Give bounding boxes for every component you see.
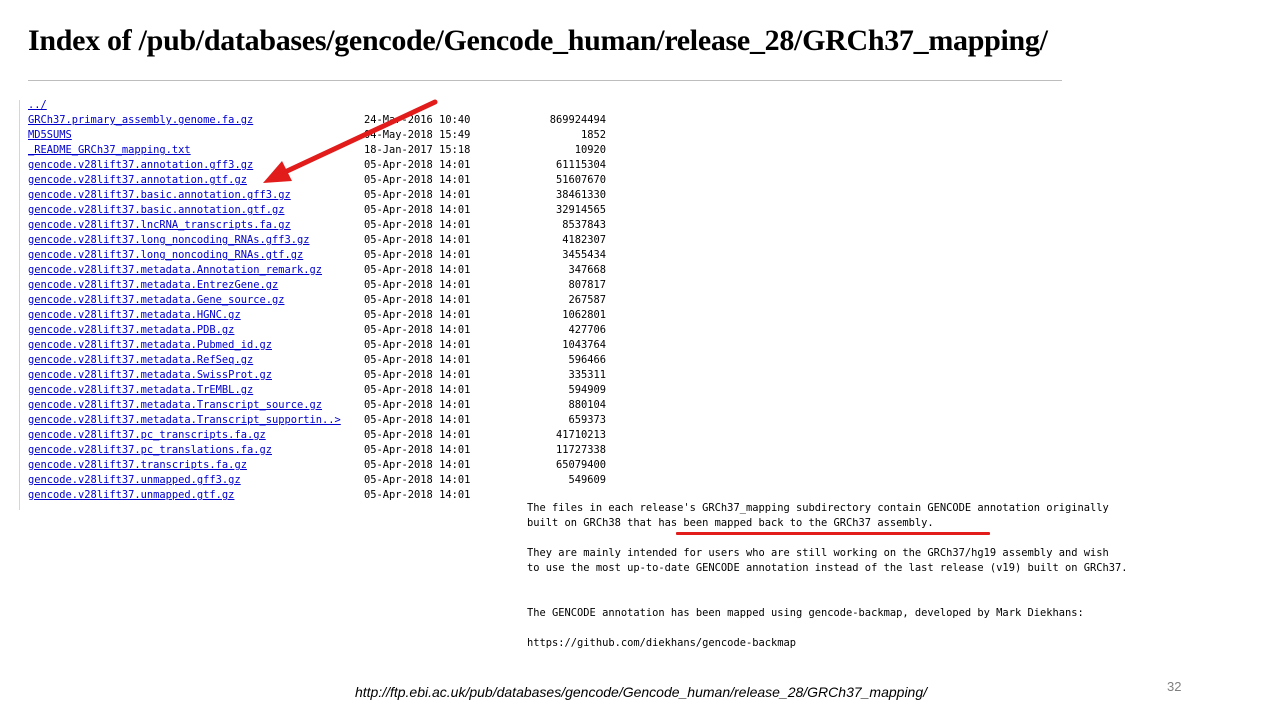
readme-paragraph-3: The GENCODE annotation has been mapped u… [527, 607, 1084, 619]
file-size: 267587 [568, 294, 606, 306]
file-size: 596466 [568, 354, 606, 366]
file-size: 4182307 [562, 234, 606, 246]
red-highlight-underline [676, 532, 990, 535]
readme-note: The files in each release's GRCh37_mappi… [527, 501, 1267, 666]
file-date: 05-Apr-2018 14:01 [364, 489, 471, 501]
file-link[interactable]: gencode.v28lift37.annotation.gtf.gz [28, 174, 247, 186]
file-date: 05-Apr-2018 14:01 [364, 294, 471, 306]
file-date: 05-Apr-2018 14:01 [364, 369, 471, 381]
file-date: 05-Apr-2018 14:01 [364, 444, 471, 456]
file-size: 880104 [568, 399, 606, 411]
file-link[interactable]: gencode.v28lift37.metadata.Annotation_re… [28, 264, 323, 276]
file-date: 05-Apr-2018 14:01 [364, 234, 471, 246]
file-date: 05-Apr-2018 14:01 [364, 399, 471, 411]
file-date: 05-Apr-2018 14:01 [364, 459, 471, 471]
file-date: 05-Apr-2018 14:01 [364, 204, 471, 216]
file-size: 11727338 [555, 444, 606, 456]
file-size: 659373 [568, 414, 606, 426]
file-size: 1852 [580, 129, 606, 141]
file-size: 51607670 [555, 174, 606, 186]
file-date: 05-Apr-2018 14:01 [364, 384, 471, 396]
readme-line: built on GRCh38 that has been mapped bac… [527, 517, 934, 529]
file-size: 549609 [568, 474, 606, 486]
file-size: 3455434 [562, 249, 606, 261]
file-link[interactable]: gencode.v28lift37.basic.annotation.gff3.… [28, 189, 291, 201]
file-size: 869924494 [549, 114, 606, 126]
file-size: 38461330 [555, 189, 606, 201]
file-link[interactable]: gencode.v28lift37.long_noncoding_RNAs.gf… [28, 234, 310, 246]
slide-number: 32 [1167, 679, 1182, 694]
file-link[interactable]: gencode.v28lift37.metadata.Gene_source.g… [28, 294, 285, 306]
file-date: 04-May-2018 15:49 [364, 129, 471, 141]
readme-paragraph-1: The files in each release's GRCh37_mappi… [527, 501, 1267, 531]
file-date: 05-Apr-2018 14:01 [364, 354, 471, 366]
page-title: Index of /pub/databases/gencode/Gencode_… [28, 24, 1048, 57]
file-size: 807817 [568, 279, 606, 291]
file-size: 41710213 [555, 429, 606, 441]
file-link[interactable]: gencode.v28lift37.metadata.EntrezGene.gz [28, 279, 279, 291]
file-size: 32914565 [555, 204, 606, 216]
file-date: 05-Apr-2018 14:01 [364, 219, 471, 231]
file-size: 347668 [568, 264, 606, 276]
file-size: 594909 [568, 384, 606, 396]
readme-line: They are mainly intended for users who a… [527, 547, 1109, 559]
file-size: 61115304 [555, 159, 606, 171]
file-link[interactable]: gencode.v28lift37.metadata.TrEMBL.gz [28, 384, 254, 396]
file-link[interactable]: gencode.v28lift37.metadata.RefSeq.gz [28, 354, 254, 366]
file-date: 05-Apr-2018 14:01 [364, 174, 471, 186]
file-date: 05-Apr-2018 14:01 [364, 279, 471, 291]
file-link[interactable]: gencode.v28lift37.basic.annotation.gtf.g… [28, 204, 285, 216]
file-date: 05-Apr-2018 14:01 [364, 264, 471, 276]
header-divider [28, 80, 1062, 81]
file-date: 05-Apr-2018 14:01 [364, 189, 471, 201]
readme-github-link: https://github.com/diekhans/gencode-back… [527, 637, 796, 649]
readme-paragraph-2: They are mainly intended for users who a… [527, 546, 1267, 576]
file-date: 05-Apr-2018 14:01 [364, 249, 471, 261]
readme-line: to use the most up-to-date GENCODE annot… [527, 562, 1128, 574]
file-link[interactable]: gencode.v28lift37.annotation.gff3.gz [28, 159, 254, 171]
file-size: 335311 [568, 369, 606, 381]
file-size: 8537843 [562, 219, 606, 231]
file-date: 05-Apr-2018 14:01 [364, 429, 471, 441]
file-link[interactable]: gencode.v28lift37.metadata.Pubmed_id.gz [28, 339, 272, 351]
file-link[interactable]: gencode.v28lift37.metadata.Transcript_so… [28, 399, 323, 411]
file-link[interactable]: gencode.v28lift37.unmapped.gtf.gz [28, 489, 235, 501]
file-link[interactable]: gencode.v28lift37.metadata.HGNC.gz [28, 309, 241, 321]
file-link[interactable]: gencode.v28lift37.pc_translations.fa.gz [28, 444, 272, 456]
file-date: 05-Apr-2018 14:01 [364, 309, 471, 321]
file-link[interactable]: gencode.v28lift37.metadata.Transcript_su… [28, 414, 341, 426]
file-link[interactable]: gencode.v28lift37.unmapped.gff3.gz [28, 474, 241, 486]
file-link[interactable]: GRCh37.primary_assembly.genome.fa.gz [28, 114, 254, 126]
file-date: 05-Apr-2018 14:01 [364, 339, 471, 351]
file-link[interactable]: _README_GRCh37_mapping.txt [28, 144, 191, 156]
file-link[interactable]: gencode.v28lift37.pc_transcripts.fa.gz [28, 429, 266, 441]
file-link[interactable]: gencode.v28lift37.metadata.SwissProt.gz [28, 369, 272, 381]
file-size: 65079400 [555, 459, 606, 471]
file-link[interactable]: gencode.v28lift37.metadata.PDB.gz [28, 324, 235, 336]
listing-left-border [19, 100, 20, 510]
file-date: 05-Apr-2018 14:01 [364, 324, 471, 336]
file-date: 05-Apr-2018 14:01 [364, 474, 471, 486]
file-date: 18-Jan-2017 15:18 [364, 144, 471, 156]
source-url-caption: http://ftp.ebi.ac.uk/pub/databases/genco… [354, 684, 928, 700]
file-size: 1043764 [562, 339, 606, 351]
file-link[interactable]: gencode.v28lift37.long_noncoding_RNAs.gt… [28, 249, 304, 261]
file-link[interactable]: MD5SUMS [28, 129, 72, 141]
readme-line: The files in each release's GRCh37_mappi… [527, 502, 1109, 514]
file-date: 05-Apr-2018 14:01 [364, 159, 471, 171]
file-size: 10920 [574, 144, 606, 156]
file-link[interactable]: gencode.v28lift37.transcripts.fa.gz [28, 459, 247, 471]
file-size: 427706 [568, 324, 606, 336]
file-link[interactable]: gencode.v28lift37.lncRNA_transcripts.fa.… [28, 219, 291, 231]
file-date: 05-Apr-2018 14:01 [364, 414, 471, 426]
parent-directory-link[interactable]: ../ [28, 99, 47, 111]
file-size: 1062801 [562, 309, 606, 321]
